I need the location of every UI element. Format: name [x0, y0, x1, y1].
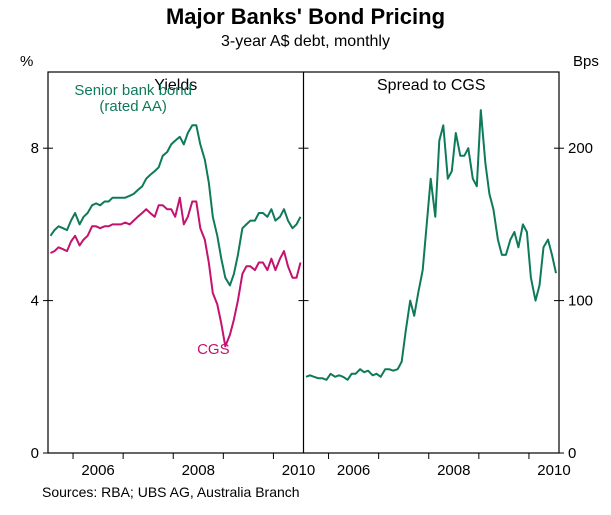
- source-text: Sources: RBA; UBS AG, Australia Branch: [42, 484, 300, 500]
- y-tick-label: 0: [31, 445, 39, 462]
- x-tick-label: 2008: [437, 462, 470, 479]
- x-tick-label: 2008: [182, 462, 215, 479]
- y-tick-label: 0: [568, 445, 576, 462]
- x-tick-label: 2006: [81, 462, 114, 479]
- x-tick-label: 2010: [282, 462, 315, 479]
- y-unit: %: [20, 53, 33, 70]
- x-tick-label: 2006: [337, 462, 370, 479]
- series-label: Senior bank bond: [74, 82, 192, 99]
- series-senior-bank-bond: [51, 125, 301, 285]
- series-spread: [306, 110, 556, 380]
- series-sublabel: (rated AA): [99, 98, 167, 115]
- x-tick-label: 2010: [537, 462, 570, 479]
- series-label: CGS: [197, 341, 230, 358]
- chart-title: Major Banks' Bond Pricing: [166, 4, 445, 29]
- y-tick-label: 8: [31, 140, 39, 157]
- y-tick-label: 200: [568, 140, 593, 157]
- y-tick-label: 100: [568, 293, 593, 310]
- series-cgs: [51, 198, 301, 347]
- chart-subtitle: 3-year A$ debt, monthly: [221, 33, 390, 50]
- y-unit: Bps: [573, 53, 599, 70]
- panel-title: Spread to CGS: [377, 77, 486, 94]
- bond-pricing-chart: Major Banks' Bond Pricing 3-year A$ debt,…: [0, 0, 611, 515]
- y-tick-label: 4: [31, 293, 39, 310]
